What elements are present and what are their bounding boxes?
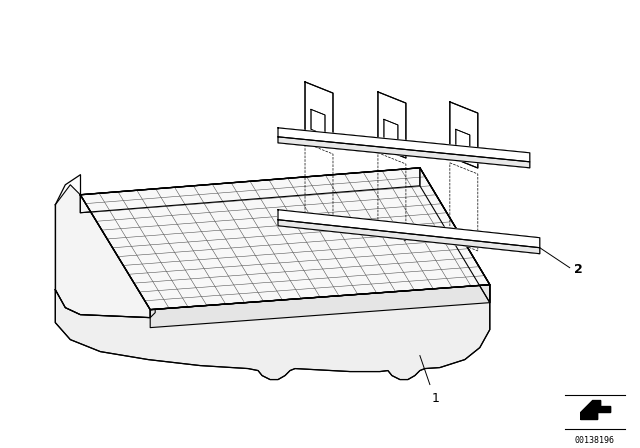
Polygon shape <box>278 210 540 248</box>
Polygon shape <box>305 82 333 148</box>
Text: 00138196: 00138196 <box>575 436 614 445</box>
Polygon shape <box>55 185 155 318</box>
Polygon shape <box>80 168 420 213</box>
Text: 2: 2 <box>573 263 582 276</box>
Polygon shape <box>80 168 490 310</box>
Polygon shape <box>278 220 540 254</box>
Polygon shape <box>278 137 530 168</box>
Polygon shape <box>278 137 530 168</box>
Polygon shape <box>420 168 490 303</box>
Text: 1: 1 <box>432 392 440 405</box>
Polygon shape <box>278 128 530 162</box>
Polygon shape <box>378 92 406 158</box>
Polygon shape <box>278 128 530 162</box>
Polygon shape <box>378 92 406 158</box>
Polygon shape <box>278 210 540 248</box>
Polygon shape <box>150 284 490 327</box>
Polygon shape <box>305 82 333 148</box>
Polygon shape <box>580 401 611 419</box>
Polygon shape <box>450 102 478 168</box>
Polygon shape <box>278 220 540 254</box>
Polygon shape <box>55 284 490 379</box>
Polygon shape <box>450 102 478 168</box>
